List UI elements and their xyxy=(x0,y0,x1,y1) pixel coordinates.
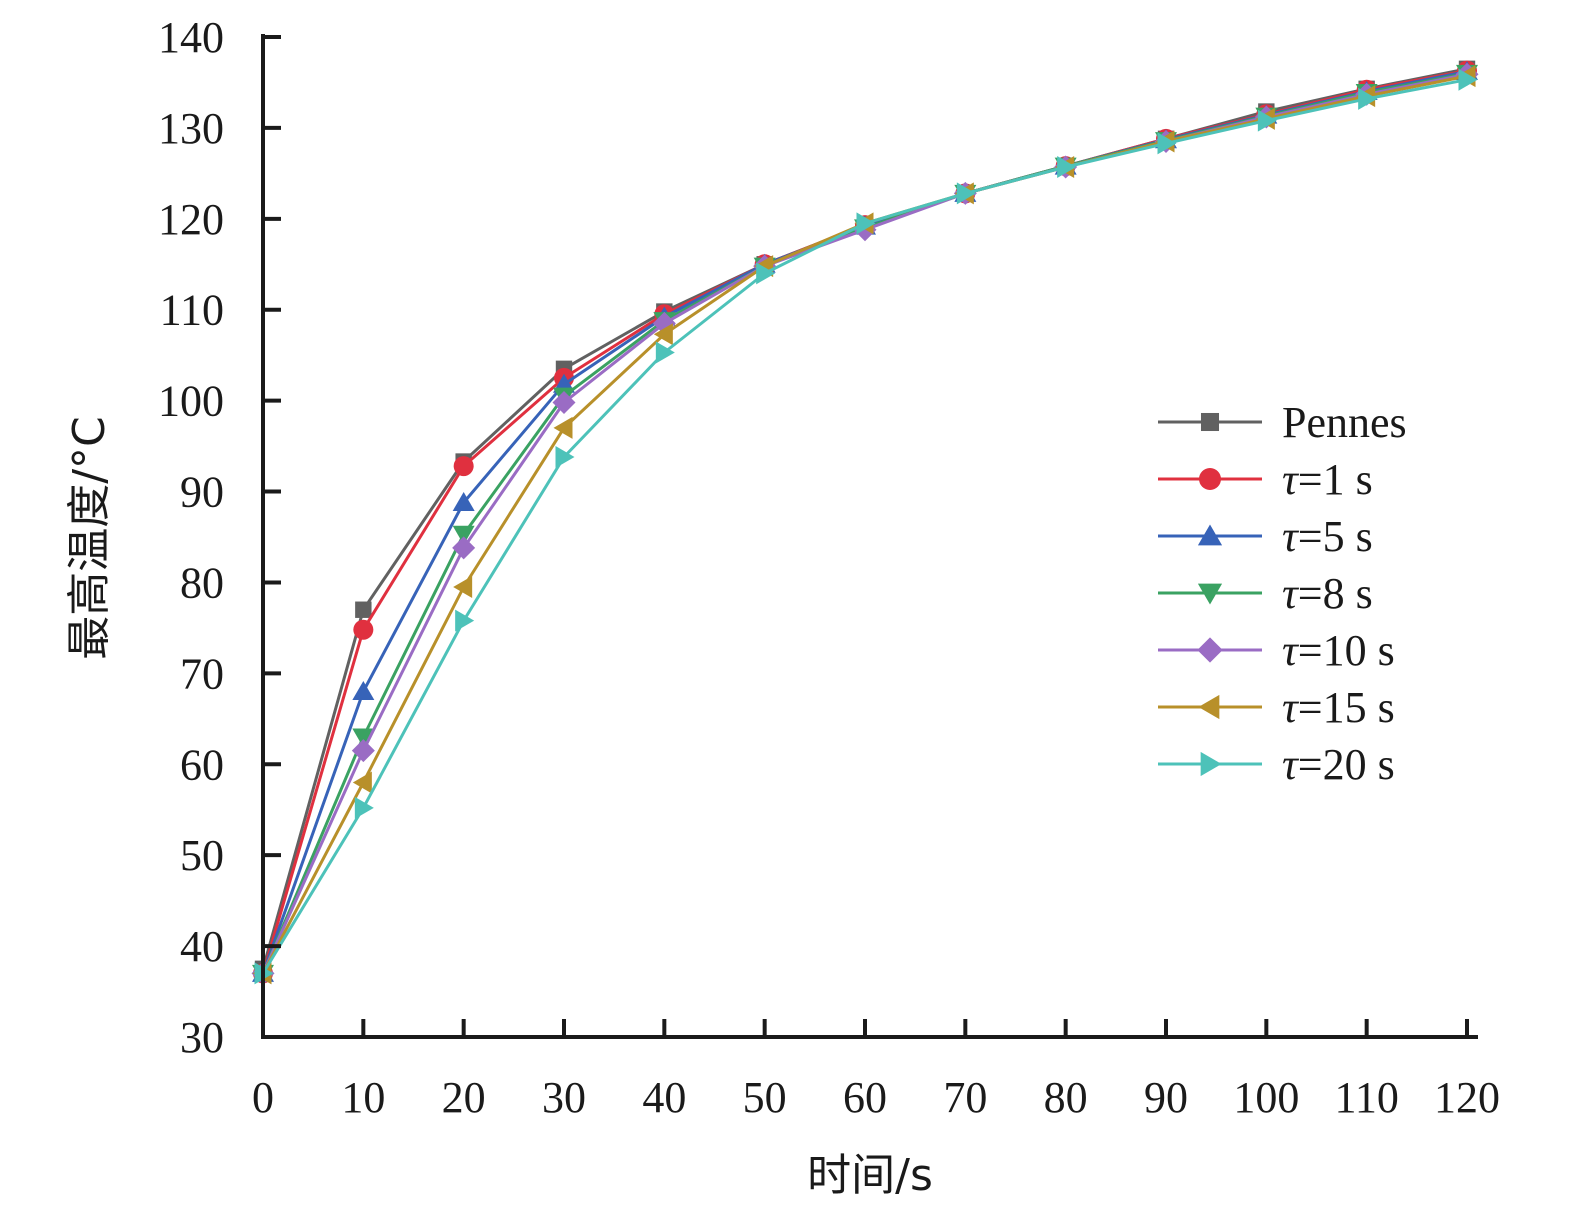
legend-label-text: =1 s xyxy=(1298,455,1373,504)
legend-label: τ=5 s xyxy=(1282,512,1373,561)
legend-label-symbol: τ xyxy=(1282,626,1300,675)
data-point xyxy=(452,536,476,560)
y-tick-label: 90 xyxy=(180,468,224,517)
data-point xyxy=(352,681,375,701)
y-tick-label: 50 xyxy=(180,831,224,880)
x-tick-label: 20 xyxy=(442,1073,486,1122)
legend-label-symbol: τ xyxy=(1282,740,1300,789)
legend-item: τ=1 s xyxy=(1158,455,1373,504)
legend-item: τ=5 s xyxy=(1158,512,1373,561)
legend-item: τ=15 s xyxy=(1158,683,1395,732)
data-point xyxy=(756,262,776,285)
legend-marker xyxy=(1197,583,1223,605)
legend-label: τ=15 s xyxy=(1282,683,1395,732)
y-tick-label: 140 xyxy=(158,13,224,62)
x-tick-label: 40 xyxy=(642,1073,686,1122)
legend-label-text: =10 s xyxy=(1298,626,1395,675)
y-tick-label: 130 xyxy=(158,104,224,153)
legend-marker xyxy=(1200,751,1222,777)
x-tick-label: 90 xyxy=(1144,1073,1188,1122)
data-point xyxy=(1057,156,1077,178)
legend-label-text: =15 s xyxy=(1298,683,1395,732)
legend-marker xyxy=(1198,694,1220,720)
legend-label-symbol: τ xyxy=(1282,569,1300,618)
y-tick-label: 60 xyxy=(180,740,224,789)
data-point xyxy=(653,323,673,346)
x-tick-label: 60 xyxy=(843,1073,887,1122)
data-point xyxy=(354,796,374,819)
legend-marker xyxy=(1197,524,1223,546)
y-tick-label: 110 xyxy=(160,286,224,335)
data-point xyxy=(351,739,375,763)
legend-label-text: Pennes xyxy=(1282,398,1407,447)
legend-label-symbol: τ xyxy=(1282,455,1300,504)
data-point xyxy=(856,212,876,235)
legend-label: Pennes xyxy=(1282,398,1407,447)
y-tick-label: 100 xyxy=(158,377,224,426)
legend-label: τ=1 s xyxy=(1282,455,1373,504)
legend-label-text: =5 s xyxy=(1298,512,1373,561)
data-point xyxy=(452,525,475,545)
x-tick-label: 10 xyxy=(341,1073,385,1122)
series-7 xyxy=(254,68,1478,985)
x-tick-label: 30 xyxy=(542,1073,586,1122)
legend-label-symbol: τ xyxy=(1282,512,1300,561)
y-tick-label: 40 xyxy=(180,922,224,971)
x-tick-label: 100 xyxy=(1233,1073,1299,1122)
data-point xyxy=(455,609,475,632)
legend-marker xyxy=(1199,468,1221,490)
x-tick-label: 70 xyxy=(943,1073,987,1122)
data-point xyxy=(1358,87,1378,110)
data-point xyxy=(452,491,475,511)
data-point xyxy=(352,771,372,794)
data-point xyxy=(352,728,375,748)
data-point xyxy=(1157,132,1177,155)
y-tick-label: 80 xyxy=(180,558,224,607)
data-point xyxy=(956,182,976,205)
legend-label: τ=10 s xyxy=(1282,626,1395,675)
legend-label: τ=20 s xyxy=(1282,740,1395,789)
data-point xyxy=(555,446,575,468)
y-tick-label: 30 xyxy=(180,1013,224,1062)
legend-label-text: =8 s xyxy=(1298,569,1373,618)
data-point xyxy=(1257,109,1277,132)
legend-item: τ=8 s xyxy=(1158,569,1373,618)
x-axis-title: 时间/s xyxy=(807,1150,933,1201)
legend-item: Pennes xyxy=(1158,398,1407,447)
x-tick-label: 50 xyxy=(743,1073,787,1122)
legend-label-symbol: τ xyxy=(1282,683,1300,732)
data-point xyxy=(1458,68,1478,91)
x-tick-label: 80 xyxy=(1044,1073,1088,1122)
axes: 30 40 50 60 70 80 90 100 110 120 130 140 0 10 20 30 40 50… xyxy=(158,13,1500,1122)
data-point xyxy=(353,619,374,640)
data-point xyxy=(355,601,372,618)
x-tick-label: 0 xyxy=(252,1073,274,1122)
data-point xyxy=(552,390,576,414)
legend-marker xyxy=(1200,412,1220,432)
x-tick-label: 120 xyxy=(1434,1073,1500,1122)
data-point xyxy=(553,416,573,439)
legend-label: τ=8 s xyxy=(1282,569,1373,618)
legend-item: τ=10 s xyxy=(1158,626,1395,675)
data-point xyxy=(453,456,474,477)
y-tick-label: 70 xyxy=(180,649,224,698)
legend-item: τ=20 s xyxy=(1158,740,1395,789)
x-tick-label: 110 xyxy=(1334,1073,1398,1122)
data-point xyxy=(655,341,675,364)
legend-marker xyxy=(1197,637,1223,663)
data-point xyxy=(453,576,473,598)
legend-label-text: =20 s xyxy=(1298,740,1395,789)
y-tick-label: 120 xyxy=(158,195,224,244)
y-axis-title: 最高温度/°C xyxy=(64,416,115,660)
